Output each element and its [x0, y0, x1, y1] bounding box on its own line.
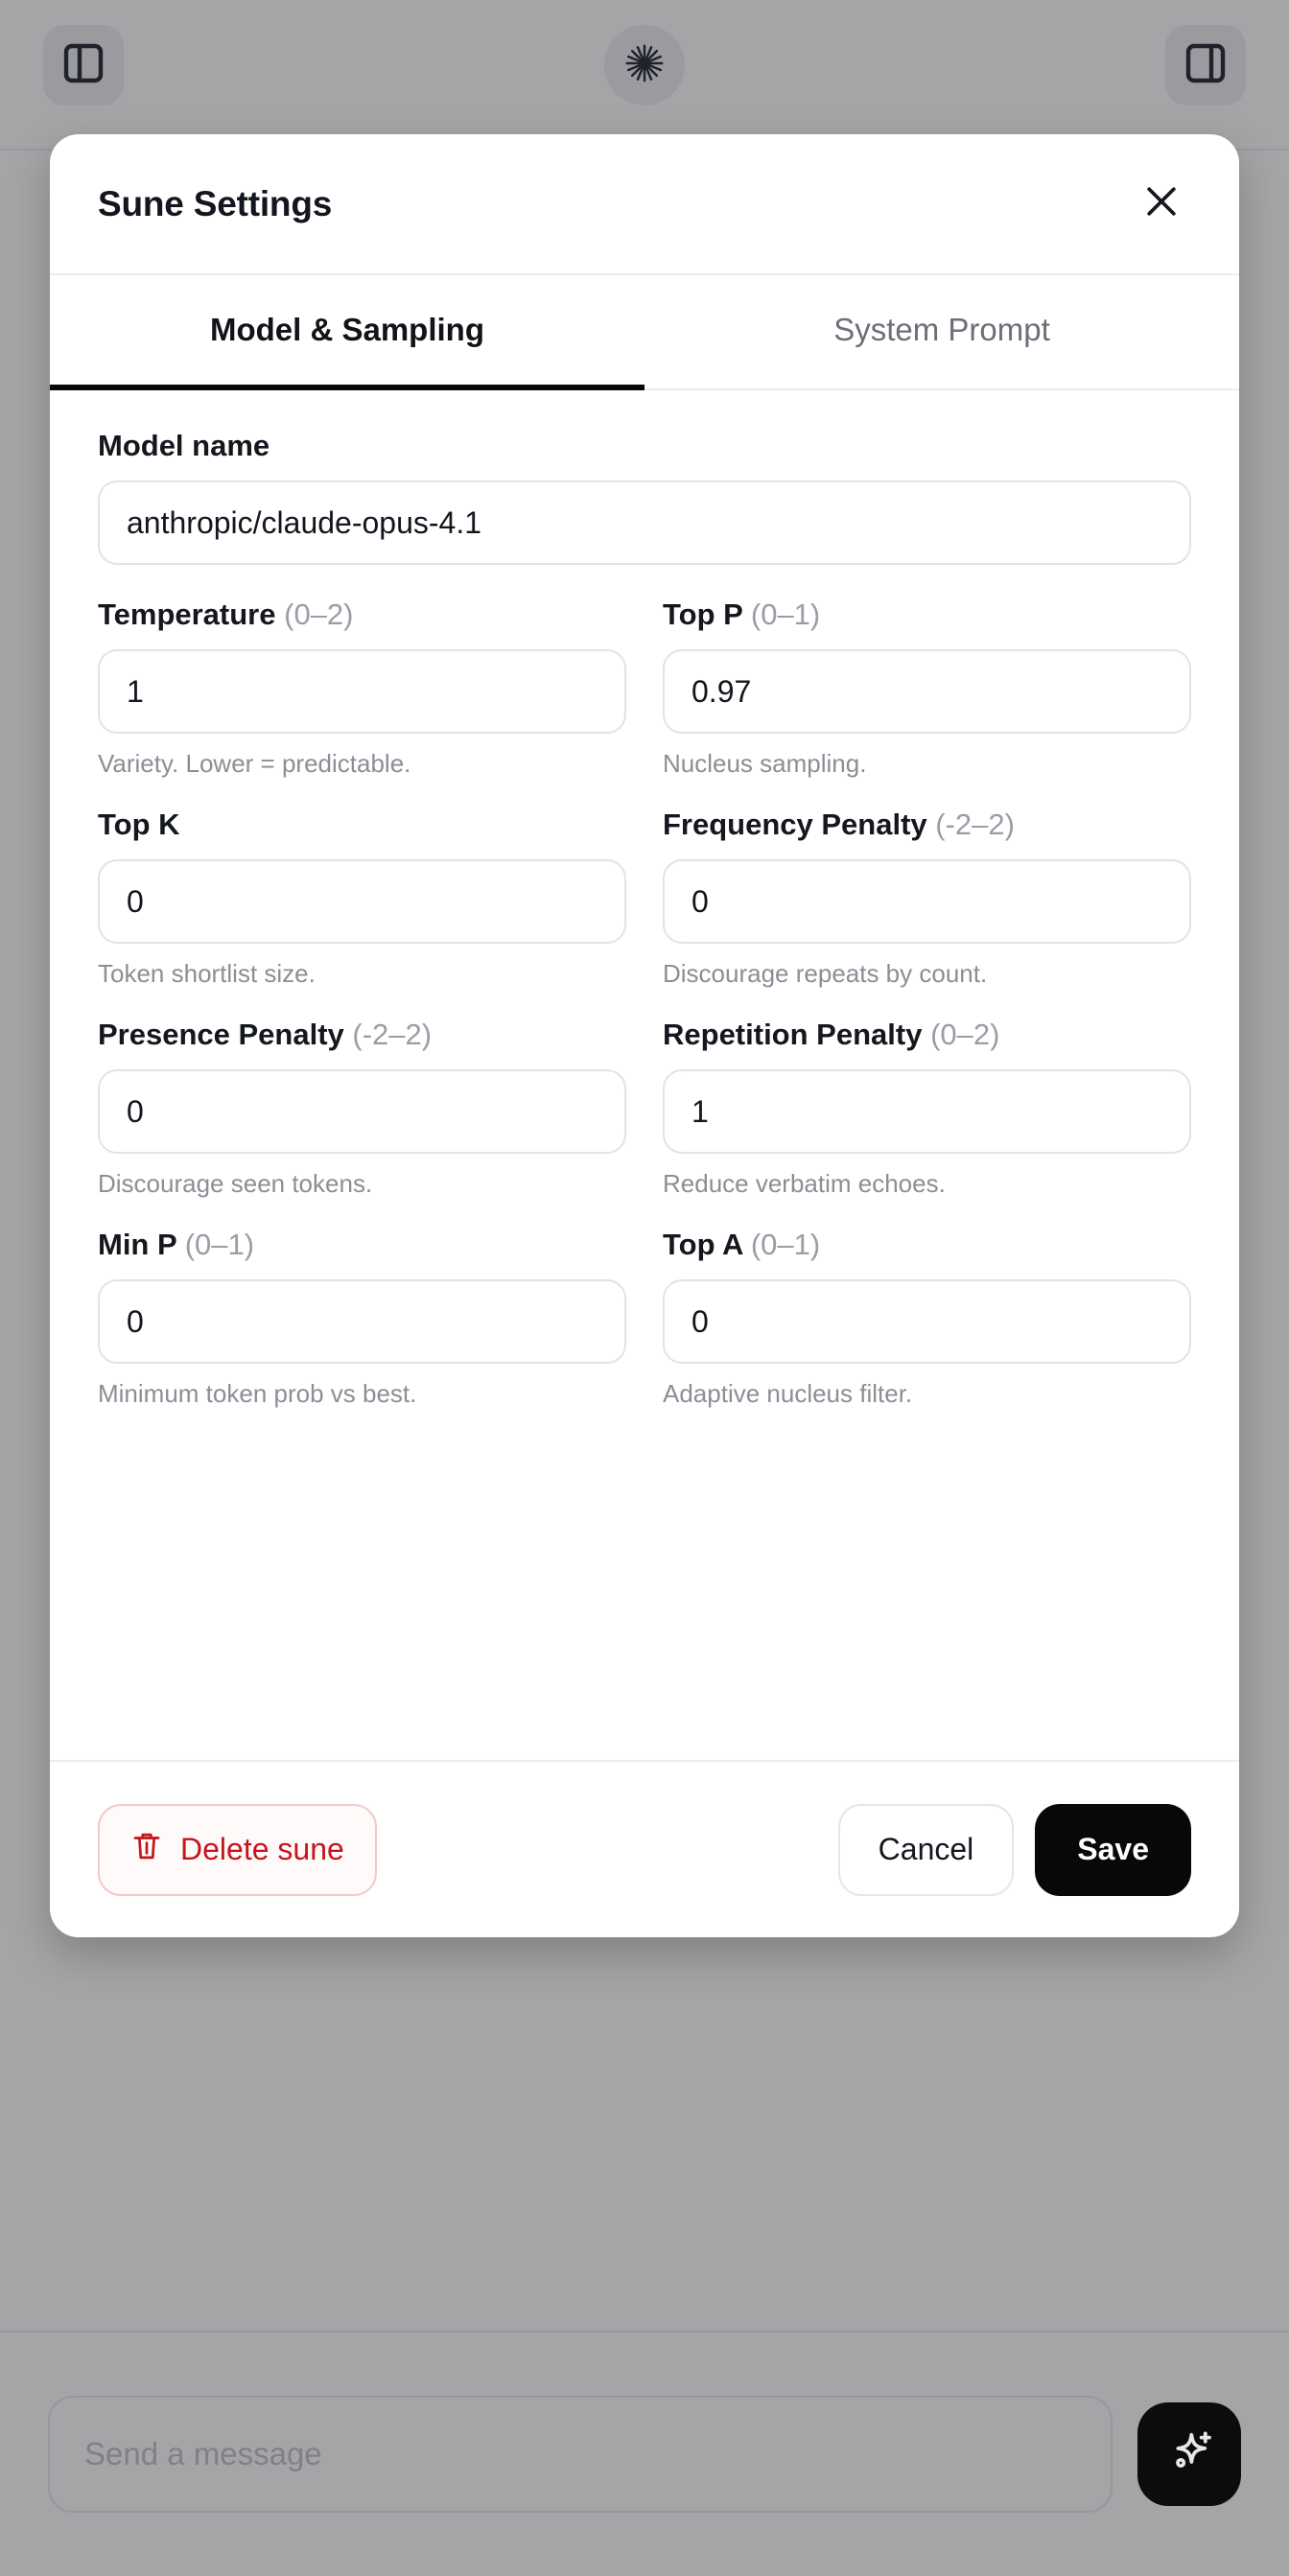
message-input[interactable]: Send a message [48, 2396, 1113, 2513]
toggle-left-panel-button[interactable] [43, 25, 124, 105]
param-top-k: Top K 0 Token shortlist size. [98, 808, 626, 989]
param-presence-penalty: Presence Penalty (-2–2) 0 Discourage see… [98, 1018, 626, 1199]
dialog-header: Sune Settings [50, 134, 1239, 275]
param-hint: Adaptive nucleus filter. [663, 1379, 913, 1408]
param-input[interactable]: 0 [663, 1279, 1191, 1364]
param-label-text: Frequency Penalty [663, 808, 927, 841]
param-input[interactable]: 1 [663, 1069, 1191, 1154]
delete-sune-button[interactable]: Delete sune [98, 1803, 377, 1896]
close-icon [1140, 180, 1183, 227]
close-button[interactable] [1132, 175, 1191, 234]
delete-sune-label: Delete sune [180, 1832, 344, 1866]
save-button[interactable]: Save [1035, 1803, 1191, 1896]
tab-model-and-sampling[interactable]: Model & Sampling [50, 275, 644, 390]
param-hint: Minimum token prob vs best. [98, 1379, 417, 1408]
model-name-input[interactable]: anthropic/claude-opus-4.1 [98, 480, 1191, 565]
param-range: (0–1) [750, 1228, 821, 1261]
sparkles-icon [1162, 2425, 1216, 2484]
param-label: Frequency Penalty (-2–2) [663, 808, 1191, 842]
toggle-right-panel-button[interactable] [1165, 25, 1246, 105]
param-label-text: Presence Penalty [98, 1018, 344, 1051]
param-label: Top K [98, 808, 626, 842]
param-range: (-2–2) [935, 808, 1015, 841]
model-name-label: Model name [98, 429, 270, 462]
param-top-p: Top P (0–1) 0.97 Nucleus sampling. [663, 597, 1191, 779]
param-repetition-penalty: Repetition Penalty (0–2) 1 Reduce verbat… [663, 1018, 1191, 1199]
param-hint: Nucleus sampling. [663, 749, 867, 778]
param-input[interactable]: 0 [98, 1279, 626, 1364]
tab-system-prompt[interactable]: System Prompt [833, 312, 1050, 347]
composer-bar: Send a message [0, 2330, 1289, 2576]
param-temperature: Temperature (0–2) 1 Variety. Lower = pre… [98, 597, 626, 779]
param-label: Repetition Penalty (0–2) [663, 1018, 1191, 1052]
param-range: (0–1) [750, 597, 821, 631]
dialog-body: Model name anthropic/claude-opus-4.1 Tem… [50, 390, 1239, 1760]
param-label-text: Top A [663, 1228, 743, 1261]
param-hint: Discourage repeats by count. [663, 959, 988, 988]
panel-left-icon [60, 40, 106, 91]
param-top-a: Top A (0–1) 0 Adaptive nucleus filter. [663, 1228, 1191, 1409]
send-button[interactable] [1137, 2402, 1241, 2506]
param-input[interactable]: 0 [98, 859, 626, 944]
param-label: Top A (0–1) [663, 1228, 1191, 1262]
page-title: Sune Settings [98, 183, 333, 223]
param-min-p: Min P (0–1) 0 Minimum token prob vs best… [98, 1228, 626, 1409]
sune-settings-dialog: Sune Settings Model & Sampling System Pr… [50, 134, 1239, 1937]
param-range: (-2–2) [352, 1018, 433, 1051]
param-hint: Variety. Lower = predictable. [98, 749, 411, 778]
model-name-group: Model name anthropic/claude-opus-4.1 [98, 429, 1191, 565]
param-label-text: Top K [98, 808, 180, 841]
param-range: (0–1) [184, 1228, 255, 1261]
param-label: Temperature (0–2) [98, 597, 626, 632]
param-range: (0–2) [284, 597, 354, 631]
tab-bar: Model & Sampling System Prompt [50, 275, 1239, 390]
sunburst-icon [622, 41, 667, 90]
param-input[interactable]: 0 [98, 1069, 626, 1154]
param-label-text: Min P [98, 1228, 177, 1261]
param-label-text: Top P [663, 597, 743, 631]
param-input[interactable]: 0.97 [663, 649, 1191, 734]
param-label: Top P (0–1) [663, 597, 1191, 632]
trash-icon [130, 1830, 163, 1870]
param-label-text: Repetition Penalty [663, 1018, 923, 1051]
param-range: (0–2) [930, 1018, 1000, 1051]
panel-right-icon [1183, 40, 1229, 91]
param-input[interactable]: 1 [98, 649, 626, 734]
param-hint: Token shortlist size. [98, 959, 316, 988]
param-hint: Discourage seen tokens. [98, 1169, 373, 1198]
param-label-text: Temperature [98, 597, 276, 631]
dialog-footer: Delete sune Cancel Save [50, 1760, 1239, 1937]
param-label: Presence Penalty (-2–2) [98, 1018, 626, 1052]
brand-button[interactable] [604, 25, 685, 105]
param-frequency-penalty: Frequency Penalty (-2–2) 0 Discourage re… [663, 808, 1191, 989]
param-input[interactable]: 0 [663, 859, 1191, 944]
cancel-button[interactable]: Cancel [837, 1803, 1015, 1896]
param-hint: Reduce verbatim echoes. [663, 1169, 946, 1198]
param-label: Min P (0–1) [98, 1228, 626, 1262]
parameter-grid: Temperature (0–2) 1 Variety. Lower = pre… [98, 597, 1191, 1438]
